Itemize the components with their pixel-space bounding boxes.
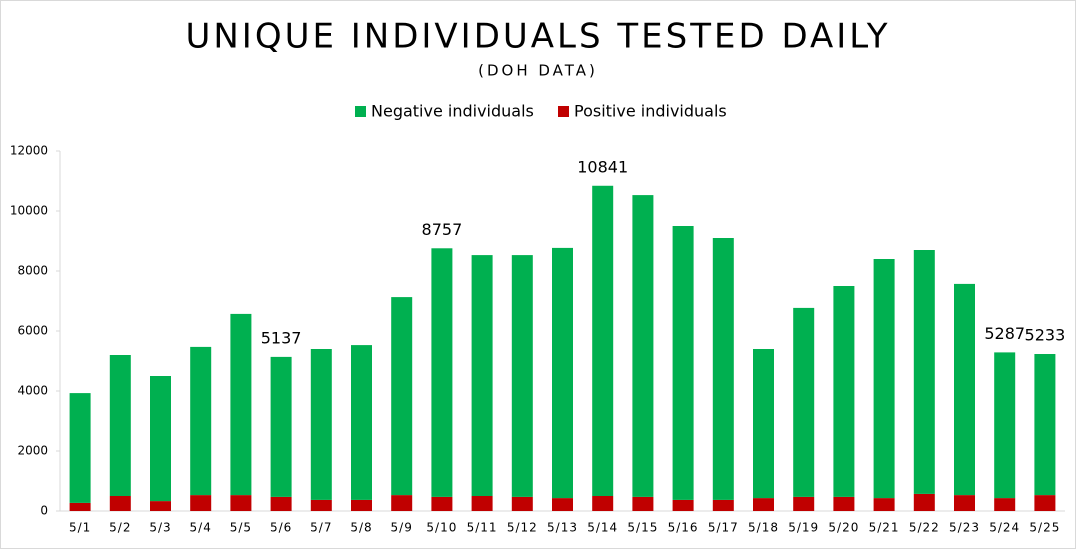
chart-subtitle: (DOH DATA) (478, 62, 598, 80)
bar-segment (270, 496, 292, 511)
total-label: 5137 (261, 328, 302, 347)
legend-label: Negative individuals (371, 102, 534, 121)
bar-segment (511, 255, 533, 497)
x-tick-label: 5/16 (668, 521, 699, 535)
legend-swatch (355, 106, 366, 117)
y-tick-label: 6000 (17, 324, 48, 338)
bar-segment (552, 247, 573, 499)
x-tick-label: 5/13 (547, 521, 578, 535)
total-label: 8757 (422, 220, 463, 239)
x-tick-label: 5/23 (949, 521, 980, 535)
x-tick-label: 5/3 (149, 521, 171, 535)
x-tick-label: 5/9 (391, 521, 413, 535)
bar-segment (994, 498, 1016, 511)
bar-segment (69, 393, 91, 503)
bar-segment (913, 250, 935, 494)
x-tick-label: 5/14 (587, 521, 618, 535)
bar-segment (69, 502, 91, 511)
bar-segment (592, 496, 614, 511)
legend-label: Positive individuals (574, 102, 727, 121)
bar-segment (431, 496, 453, 511)
x-tick-label: 5/25 (1029, 521, 1060, 535)
y-tick-label: 12000 (10, 144, 48, 158)
x-tick-label: 5/4 (190, 521, 212, 535)
x-tick-label: 5/12 (507, 521, 538, 535)
bar-segment (471, 496, 493, 511)
total-label: 5287 (984, 324, 1025, 343)
bar-segment (431, 248, 453, 497)
x-tick-label: 5/20 (828, 521, 859, 535)
bar-segment (471, 255, 493, 496)
bar-segment (672, 226, 694, 500)
x-tick-label: 5/5 (230, 521, 252, 535)
x-tick-label: 5/6 (270, 521, 292, 535)
x-tick-label: 5/10 (426, 521, 457, 535)
y-tick-label: 0 (40, 504, 48, 518)
total-label: 5233 (1025, 326, 1066, 345)
x-tick-label: 5/15 (627, 521, 658, 535)
bar-segment (150, 501, 171, 511)
bar-segment (793, 496, 815, 511)
bar-segment (954, 283, 975, 496)
bar-segment (712, 238, 734, 500)
legend-swatch (558, 106, 569, 117)
bar-segment (753, 349, 774, 499)
bar-segment (391, 297, 413, 496)
bar-segment (632, 195, 654, 497)
total-label: 10841 (577, 157, 628, 176)
bar-segment (753, 498, 774, 511)
bar-segment (391, 495, 413, 511)
bar-segment (873, 498, 895, 511)
bar-segment (1034, 354, 1056, 496)
bar-segment (672, 499, 694, 511)
bar-segment (873, 259, 895, 499)
x-tick-label: 5/2 (109, 521, 131, 535)
bar-segment (270, 356, 292, 497)
bar-segment (994, 352, 1016, 499)
bar-segment (913, 493, 935, 511)
bar-segment (310, 499, 332, 511)
bar-segment (230, 313, 252, 496)
x-tick-label: 5/24 (989, 521, 1020, 535)
bar-segment (833, 286, 855, 497)
bar-segment (632, 496, 654, 511)
x-tick-label: 5/19 (788, 521, 819, 535)
bar-segment (712, 499, 734, 511)
y-tick-label: 2000 (17, 444, 48, 458)
x-tick-label: 5/11 (467, 521, 498, 535)
x-tick-label: 5/18 (748, 521, 779, 535)
bar-segment (351, 499, 372, 511)
bar-segment (230, 495, 252, 511)
chart-title: UNIQUE INDIVIDUALS TESTED DAILY (185, 17, 890, 57)
bar-segment (833, 496, 855, 511)
y-tick-label: 8000 (17, 264, 48, 278)
x-tick-label: 5/8 (350, 521, 372, 535)
bar-segment (190, 495, 212, 511)
y-tick-label: 4000 (17, 384, 48, 398)
bar-segment (592, 185, 614, 496)
x-tick-label: 5/1 (69, 521, 91, 535)
x-tick-label: 5/22 (909, 521, 940, 535)
bar-segment (552, 498, 573, 511)
bar-segment (150, 376, 171, 502)
bar-segment (511, 496, 533, 511)
x-tick-label: 5/17 (708, 521, 739, 535)
bar-segment (954, 495, 975, 511)
bar-segment (190, 346, 212, 496)
bar-segment (310, 349, 332, 500)
bar-segment (793, 307, 815, 497)
bar-segment (1034, 495, 1056, 511)
y-tick-label: 10000 (10, 204, 48, 218)
x-tick-label: 5/21 (869, 521, 900, 535)
bar-segment (109, 355, 131, 496)
x-tick-label: 5/7 (310, 521, 332, 535)
bar-segment (351, 345, 372, 500)
bar-segment (109, 496, 131, 511)
